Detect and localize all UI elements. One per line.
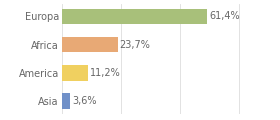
- Bar: [62, 9, 207, 24]
- Text: 11,2%: 11,2%: [90, 68, 121, 78]
- Text: 61,4%: 61,4%: [209, 11, 240, 21]
- Text: 23,7%: 23,7%: [120, 40, 151, 50]
- Bar: [62, 37, 118, 52]
- Bar: [62, 93, 70, 109]
- Bar: [62, 65, 88, 81]
- Text: 3,6%: 3,6%: [72, 96, 97, 106]
